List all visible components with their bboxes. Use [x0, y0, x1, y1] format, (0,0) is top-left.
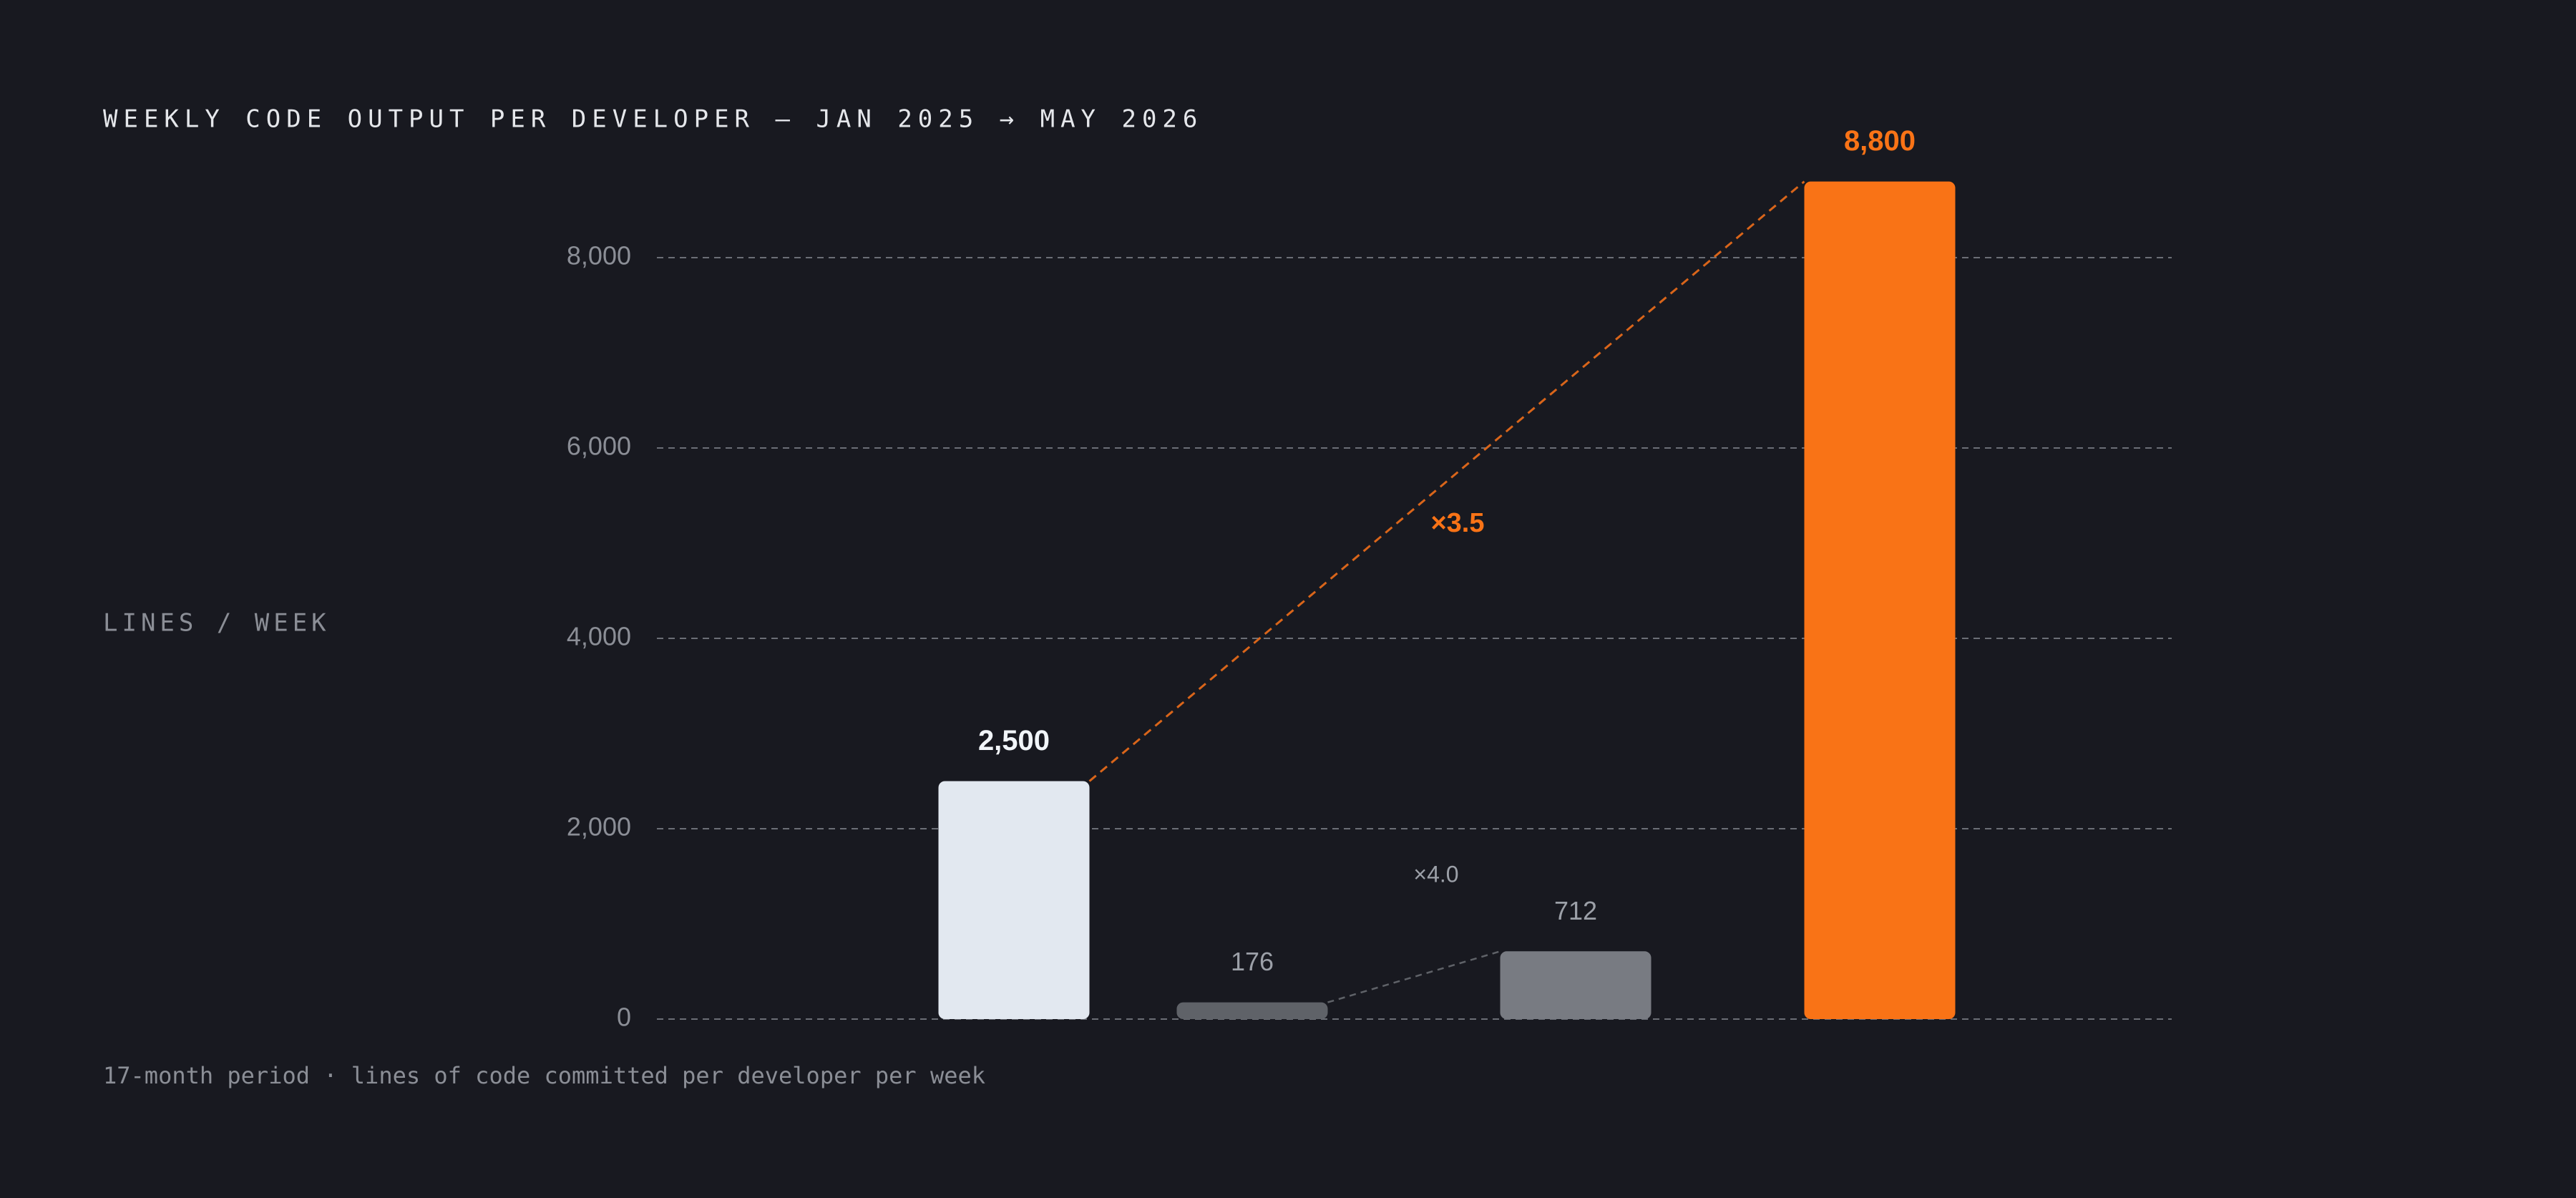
bar	[1804, 181, 1956, 1020]
annotation: ×3.5	[1430, 508, 1484, 538]
connector	[1327, 950, 1501, 1003]
footnote: 17-month period · lines of code committe…	[103, 1062, 985, 1089]
connector	[1088, 180, 1805, 782]
value-label: 2,500	[978, 725, 1050, 756]
chart-title: WEEKLY CODE OUTPUT PER DEVELOPER — JAN 2…	[103, 105, 1203, 134]
value-label: 712	[1554, 896, 1597, 925]
bar	[1500, 951, 1652, 1019]
bar	[938, 781, 1090, 1019]
value-label: 8,800	[1844, 125, 1916, 157]
y-tick-label: 0	[617, 1003, 631, 1032]
y-tick-label: 8,000	[567, 241, 631, 271]
y-tick-label: 6,000	[567, 432, 631, 461]
bar	[1176, 1002, 1328, 1019]
y-axis-label: LINES / WEEK	[103, 609, 331, 638]
y-tick-label: 4,000	[567, 622, 631, 651]
annotation: ×4.0	[1413, 861, 1458, 887]
y-tick-label: 2,000	[567, 812, 631, 842]
value-label: 176	[1231, 947, 1274, 976]
